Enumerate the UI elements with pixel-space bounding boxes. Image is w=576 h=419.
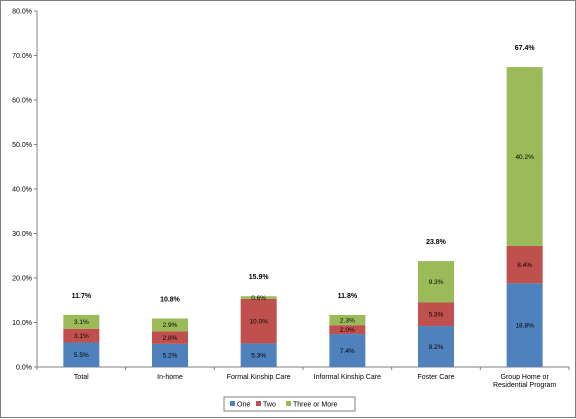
bar-stack: 5.2% 2.8% 2.9% 10.8% [152,296,188,367]
total-label: 23.8% [426,239,447,246]
legend[interactable]: One Two Three or More [223,396,356,412]
data-label: 2.9% [163,322,178,329]
x-category-label: Informal Kinship Care [314,374,381,381]
data-label: 8.4% [517,262,532,269]
total-label: 67.4% [515,45,536,52]
x-category-label: Formal Kinship Care [227,374,291,381]
data-label: 2.3% [340,317,355,324]
data-label: 3.1% [74,333,89,340]
x-category-label: Residential Program [493,382,557,389]
y-tick-label: 40.0% [12,187,32,194]
total-label: 11.8% [338,293,358,300]
legend-label: Three or More [293,402,337,409]
bar-segment [506,67,543,246]
data-label: 2.8% [163,335,178,342]
data-label: 3.1% [74,319,89,326]
bar-segment [240,298,277,344]
bar-segment [418,302,454,327]
bar-segment [152,331,188,344]
legend-label: Two [263,402,276,409]
bar-segment [329,325,366,335]
y-tick-label: 60.0% [12,98,32,105]
x-category-label: Foster Care [418,374,455,381]
bar-segment [63,328,100,343]
legend-swatch [286,401,291,406]
data-label: 9.3% [429,279,444,286]
bar-segment [152,318,188,332]
legend-item[interactable]: Three or More [286,401,337,409]
total-label: 11.7% [72,293,92,300]
y-tick-label: 10.0% [12,320,32,327]
x-axis-labels: Total In-home Formal Kinship Care Informal … [74,374,557,389]
bars: 5.5% 3.1% 3.1% 11.7% 5.2% 2.8% 2.9% 10.8% 5.3% 10… [63,45,543,367]
data-label: 5.3% [429,312,444,319]
bar-segment [506,283,543,367]
axes [36,11,569,368]
y-tick-label: 50.0% [12,142,32,149]
legend-item[interactable]: Two [256,401,276,409]
bar-stack: 5.5% 3.1% 3.1% 11.7% [63,293,100,367]
data-label: 10.0% [249,318,268,325]
data-label: 9.2% [429,344,444,351]
x-category-label: In-home [157,374,183,381]
bar-segment [63,342,100,367]
bar-stack: 7.4% 2.0% 2.3% 11.8% [329,293,366,367]
bar-stack: 5.3% 10.0% 0.6% 15.9% [240,274,277,367]
data-label: 18.8% [515,322,534,329]
bar-stack: 9.2% 5.3% 9.3% 23.8% [418,239,454,367]
bar-segment [506,245,543,284]
data-label: 7.4% [340,348,355,355]
y-tick-label: 30.0% [12,231,32,238]
legend-swatch [230,401,235,406]
legend-label: One [237,402,250,409]
y-tick-label: 0.0% [16,365,32,372]
y-axis-ticks: 0.0% 10.0% 20.0% 30.0% 40.0% 50.0% 60.0% 70.0% 8… [12,9,570,372]
bar-segment [418,261,454,303]
bar-stack: 18.8% 8.4% 40.2% 67.4% [506,45,543,367]
legend-swatch [256,401,261,406]
bar-segment [152,343,188,367]
total-label: 10.8% [160,296,181,303]
x-category-label: Total [74,374,89,381]
bar-segment [329,334,366,367]
data-label: 2.0% [340,327,355,334]
bar-segment [240,343,277,367]
bar-segment [418,326,454,367]
bar-segment [329,314,366,326]
data-label: 40.2% [515,154,534,161]
y-tick-label: 70.0% [12,53,32,60]
data-label: 5.3% [251,353,266,360]
y-tick-label: 20.0% [12,276,32,283]
bar-segment [240,296,277,299]
data-label: 5.5% [74,352,89,359]
y-tick-label: 80.0% [12,9,32,16]
x-category-label: Group Home or [501,374,550,381]
total-label: 15.9% [249,274,270,281]
data-label: 0.6% [251,295,266,302]
bar-segment [63,314,100,329]
data-label: 5.2% [163,353,178,360]
legend-item[interactable]: One [230,401,250,409]
